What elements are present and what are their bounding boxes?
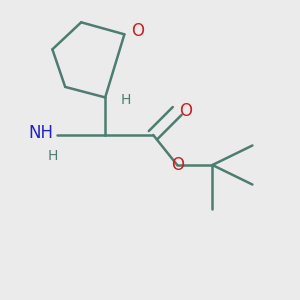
Text: NH: NH xyxy=(28,124,53,142)
Text: O: O xyxy=(131,22,144,40)
Text: H: H xyxy=(121,93,131,107)
Text: O: O xyxy=(179,102,192,120)
Text: O: O xyxy=(171,156,184,174)
Text: H: H xyxy=(48,149,58,163)
